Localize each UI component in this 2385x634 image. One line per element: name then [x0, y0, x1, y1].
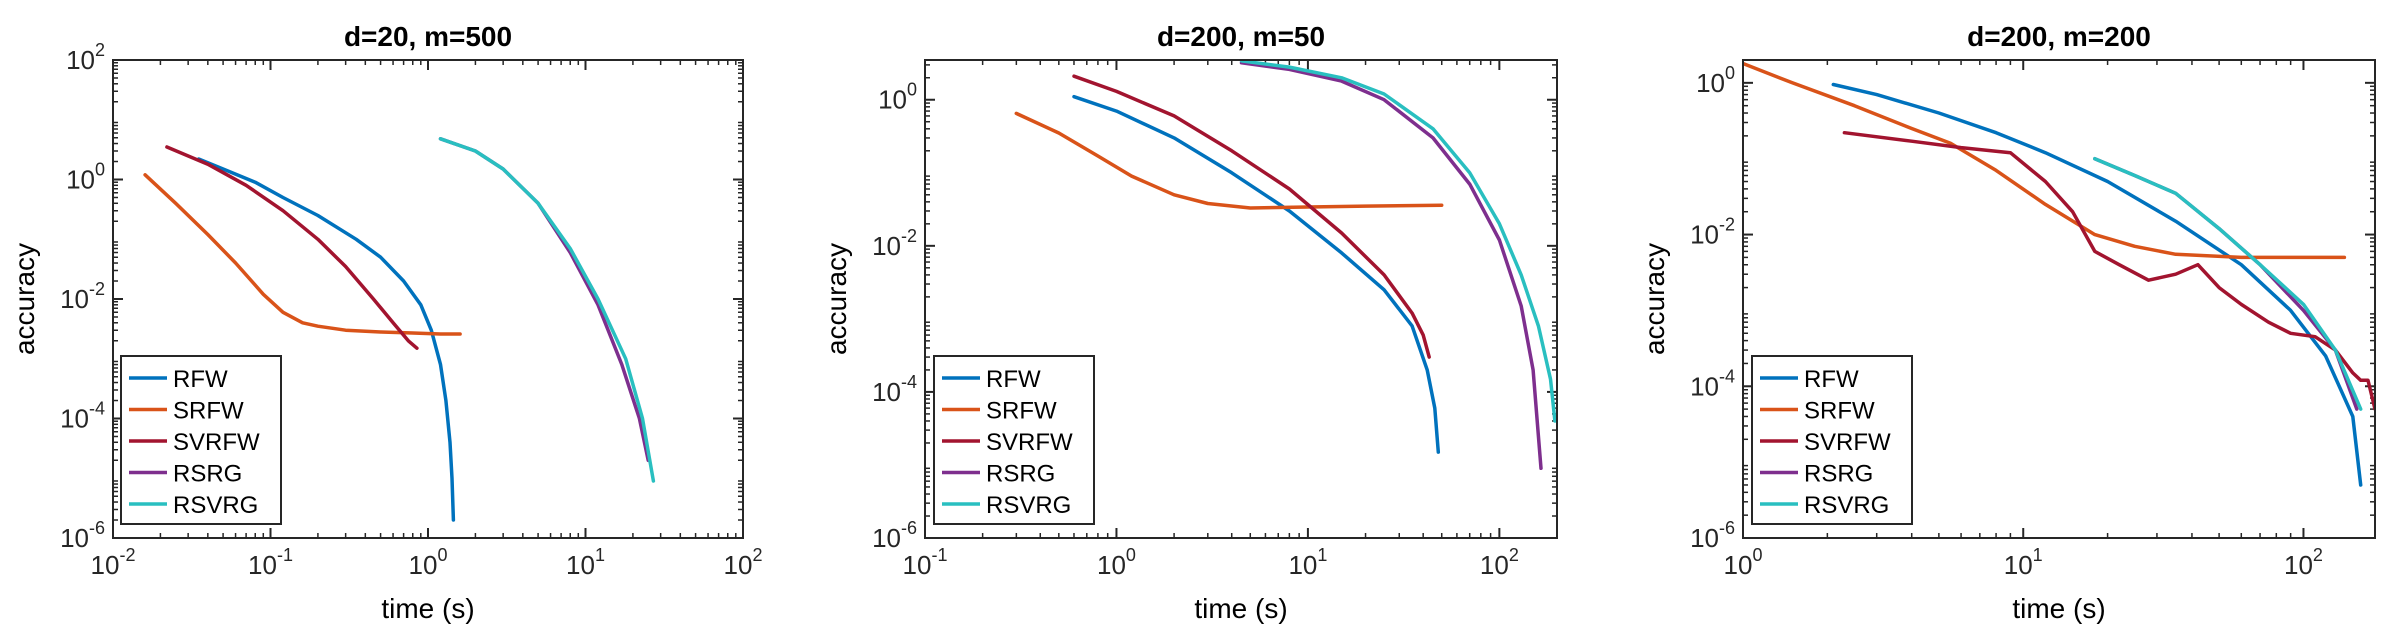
y-tick-label: 100: [66, 160, 105, 195]
series-line-svrfw: [1072, 74, 1431, 359]
x-tick-label: 102: [1480, 545, 1519, 580]
x-axis-label: time (s): [2012, 593, 2105, 624]
y-tick-label: 10-6: [872, 518, 917, 553]
legend: RFW SRFW SVRFW RSRG RSVRG: [933, 355, 1095, 525]
x-tick-label: 10-1: [903, 545, 948, 580]
y-tick-label: 10-4: [1690, 366, 1735, 401]
x-tick-label: 101: [1288, 545, 1327, 580]
x-axis-label: time (s): [381, 593, 474, 624]
series-line-rsrg: [438, 137, 650, 463]
plot-frame: [1742, 59, 2376, 539]
legend-label: SRFW: [173, 398, 244, 425]
legend-label: RSVRG: [986, 492, 1071, 519]
y-tick-label: 10-2: [872, 226, 917, 261]
y-tick-label: 10-2: [60, 279, 105, 314]
x-tick-label: 101: [2004, 545, 2043, 580]
legend-label: RSRG: [986, 461, 1055, 488]
series-line-rsvrg: [438, 137, 656, 483]
legend-label: RFW: [173, 366, 228, 393]
legend-label: RSRG: [1804, 461, 1873, 488]
legend-label: RSVRG: [1804, 492, 1889, 519]
legend-label: SVRFW: [173, 429, 260, 456]
series-line-rfw: [1831, 82, 2363, 487]
x-tick-label: 102: [724, 545, 763, 580]
y-axis-label: accuracy: [9, 243, 40, 355]
x-tick-label: 10-1: [248, 545, 293, 580]
y-tick-label: 10-6: [1690, 518, 1735, 553]
legend-label: RFW: [986, 366, 1041, 393]
legend: RFW SRFW SVRFW RSRG RSVRG: [1751, 355, 1913, 525]
legend-label: SVRFW: [986, 429, 1073, 456]
series-lines: [143, 137, 656, 522]
series-line-svrfw: [165, 145, 419, 350]
legend-label: RSVRG: [173, 492, 258, 519]
chart-title: d=200, m=200: [1967, 21, 2151, 52]
chart-panel-2: d=200, m=50 accuracy time (s) 10-1 100 101…: [821, 21, 1558, 624]
series-line-rfw: [1072, 94, 1441, 454]
series-line-svrfw: [1842, 130, 2375, 411]
series-line-srfw: [1743, 61, 2347, 260]
y-tick-label: 102: [66, 40, 105, 75]
y-tick-label: 10-2: [1690, 215, 1735, 250]
x-tick-label: 100: [1724, 545, 1763, 580]
legend-label: RSRG: [173, 461, 242, 488]
x-axis-label: time (s): [1194, 593, 1287, 624]
series-line-srfw: [1014, 111, 1444, 210]
x-tick-label: 10-2: [91, 545, 136, 580]
x-tick-label: 101: [566, 545, 605, 580]
series-lines: [1014, 60, 1557, 471]
series-line-srfw: [143, 173, 462, 336]
series-line-rfw: [196, 157, 456, 522]
x-tick-label: 102: [2284, 545, 2323, 580]
legend-label: SVRFW: [1804, 429, 1891, 456]
series-line-rsrg: [1239, 61, 1543, 471]
y-tick-label: 10-6: [60, 518, 105, 553]
series-lines: [1743, 61, 2375, 487]
y-tick-label: 100: [1696, 63, 1735, 98]
x-tick-label: 100: [409, 545, 448, 580]
ticks: 10-2 10-1 100 101 102 10-6 10-4 10-2 100 102: [60, 40, 762, 580]
plot-frame: [112, 59, 744, 539]
legend: RFW SRFW SVRFW RSRG RSVRG: [120, 355, 282, 525]
chart-title: d=20, m=500: [344, 21, 512, 52]
y-tick-label: 10-4: [60, 399, 105, 434]
series-line-rsvrg: [1239, 60, 1557, 423]
legend-label: RFW: [1804, 366, 1859, 393]
legend-label: SRFW: [1804, 398, 1875, 425]
y-tick-label: 10-4: [872, 372, 917, 407]
y-tick-label: 100: [878, 80, 917, 115]
plot-frame: [924, 59, 1558, 539]
y-axis-label: accuracy: [821, 243, 852, 355]
legend-label: SRFW: [986, 398, 1057, 425]
chart-title: d=200, m=50: [1157, 21, 1325, 52]
chart-panel-1: d=20, m=500 accuracy time (s) 10-2 10-1 10…: [9, 21, 762, 624]
chart-panel-3: d=200, m=200 accuracy time (s) 100 101 102…: [1639, 21, 2376, 624]
y-axis-label: accuracy: [1639, 243, 1670, 355]
series-line-rsvrg: [2093, 156, 2363, 411]
x-tick-label: 100: [1097, 545, 1136, 580]
